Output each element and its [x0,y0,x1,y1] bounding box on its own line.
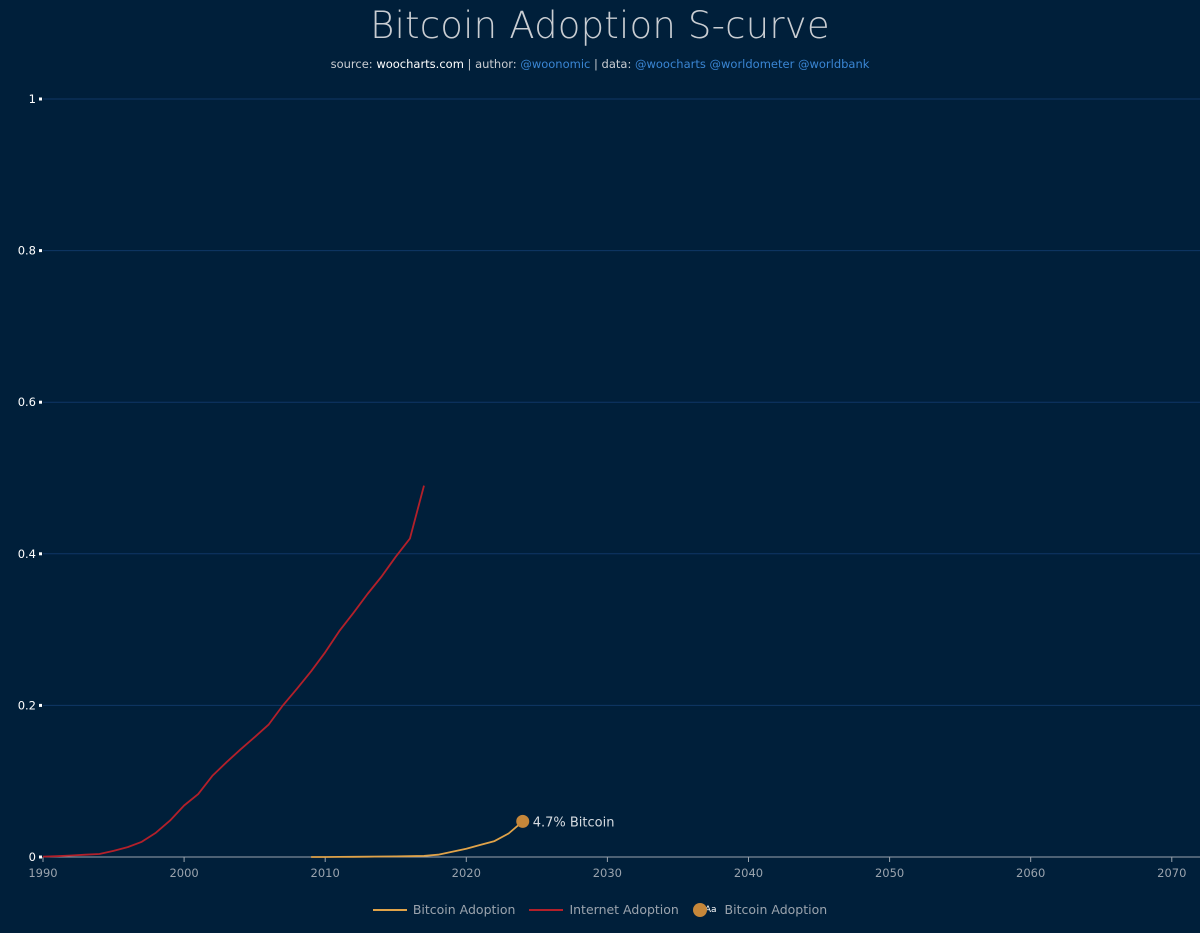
legend-line-swatch [529,908,564,911]
bitcoin-adoption-line [311,820,524,858]
annotation-label: 4.7% Bitcoin [533,815,615,830]
y-tick-label: 0.2 [18,698,36,712]
y-tick-mark [39,703,42,707]
y-tick-mark [39,97,42,101]
y-tick-label: 0.8 [18,244,36,258]
x-tick-label: 2020 [452,866,481,880]
y-tick-label: 1 [29,92,36,106]
legend-item[interactable]: Internet Adoption [529,902,679,917]
x-tick-label: 2060 [1016,866,1045,880]
author-link[interactable]: @woonomic [520,57,591,71]
y-tick-mark [39,855,42,859]
annotation-marker[interactable] [516,814,530,828]
legend-label: Bitcoin Adoption [724,902,828,917]
legend-line-swatch [372,908,407,911]
chart-title: Bitcoin Adoption S-curve [370,4,830,47]
internet-adoption-line [42,485,425,858]
y-tick-label: 0 [29,850,36,864]
x-tick-label: 2050 [875,866,904,880]
x-tick-label: 2030 [593,866,622,880]
data-sources-link[interactable]: @woocharts @worldometer @worldbank [634,57,870,71]
x-tick-label: 2040 [734,866,763,880]
legend-label: Internet Adoption [569,902,679,917]
chart-subtitle: source: woocharts.com | author: @woonomi… [0,56,1200,72]
data-prefix: | data: [590,57,635,71]
author-prefix: | author: [463,57,521,71]
y-tick-label: 0.6 [18,395,36,409]
legend-marker-swatch [692,902,707,917]
legend-item[interactable]: Aa Bitcoin Adoption [692,902,828,917]
chart-legend: Bitcoin Adoption Internet Adoption Aa Bitco… [0,902,1200,917]
source-prefix: source: [330,57,377,71]
legend-label: Bitcoin Adoption [412,902,516,917]
x-tick-label: 1990 [28,866,57,880]
source-link[interactable]: woocharts.com [376,57,464,71]
y-tick-mark [39,249,42,253]
x-tick-label: 2000 [169,866,198,880]
y-tick-mark [39,400,42,404]
x-tick-label: 2070 [1157,866,1186,880]
y-tick-mark [39,552,42,556]
x-tick-label: 2010 [311,866,340,880]
y-tick-label: 0.4 [18,547,36,561]
legend-item[interactable]: Bitcoin Adoption [372,902,516,917]
legend-text-glyph: Aa [704,904,717,915]
